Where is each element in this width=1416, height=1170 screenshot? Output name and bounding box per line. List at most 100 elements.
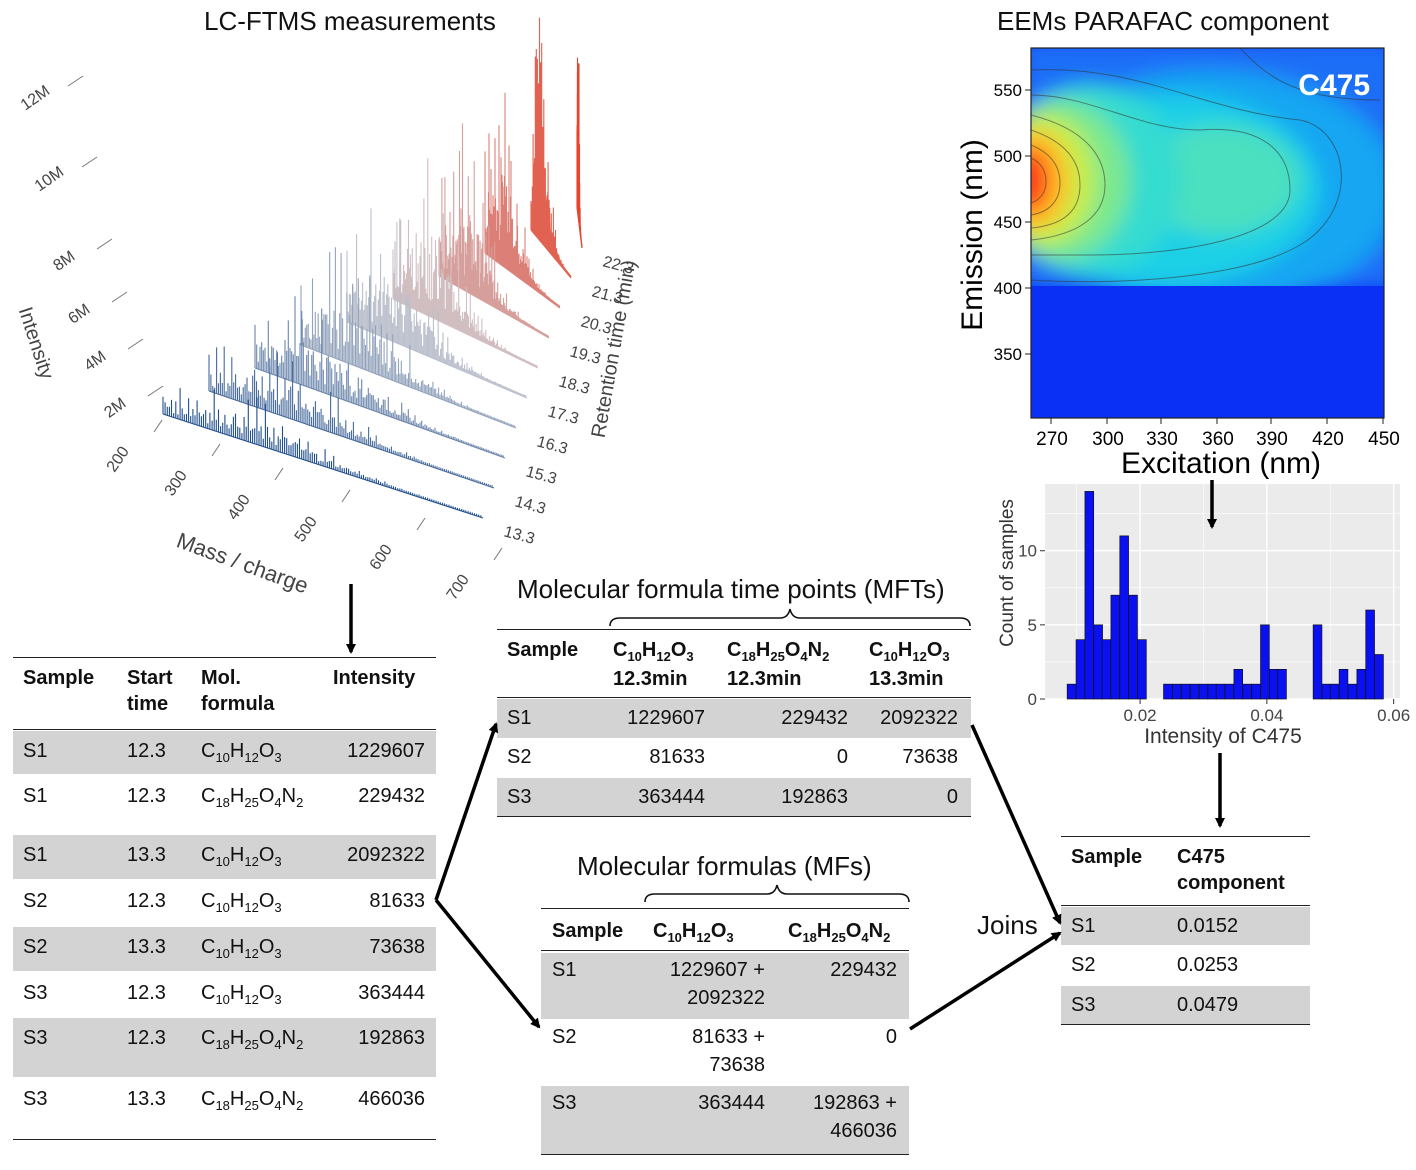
cell-formula: C18H25O4N2 bbox=[201, 1027, 304, 1052]
rt-tick-label: 18.3 bbox=[557, 373, 592, 398]
eem-x-tick: 270 bbox=[1036, 429, 1068, 450]
eem-ylabel: Emission (nm) bbox=[956, 139, 989, 331]
cell-intensity: 466036 bbox=[358, 1088, 425, 1110]
cell-formula: C10H12O3 bbox=[201, 936, 282, 961]
spectrum-trace bbox=[208, 346, 495, 489]
mft-header-time: 12.3min bbox=[613, 668, 688, 690]
cell-value: 192863 bbox=[781, 786, 848, 808]
mft-header-sample: Sample bbox=[507, 639, 579, 661]
mf-header-sample: Sample bbox=[552, 920, 624, 942]
cell-intensity: 363444 bbox=[358, 982, 425, 1004]
eem-x-tick: 300 bbox=[1092, 429, 1124, 450]
table-row-bg bbox=[497, 699, 971, 738]
mf-title: Molecular formulas (MFs) bbox=[577, 851, 872, 881]
arrow-mf-join bbox=[909, 931, 1062, 1031]
spectrum-trace bbox=[254, 296, 506, 459]
rt-tick-label: 16.3 bbox=[535, 433, 570, 458]
cell-sample: S1 bbox=[23, 844, 48, 866]
c475-table: Sample C475 component S1 0.0152 S2 0.0253 S3… bbox=[1061, 836, 1310, 1028]
eem-title: EEMs PARAFAC component bbox=[997, 6, 1329, 36]
spectra-group bbox=[162, 17, 583, 519]
spectrum-trace bbox=[576, 57, 583, 249]
cell-start-time: 12.3 bbox=[127, 785, 166, 807]
eem-x-tick: 390 bbox=[1256, 429, 1288, 450]
rt-tick-label: 13.3 bbox=[502, 523, 537, 548]
cell-value: 2092322 bbox=[880, 707, 958, 729]
hist-bar bbox=[1119, 535, 1129, 700]
hist-bar bbox=[1101, 639, 1112, 700]
intensity-tick-label: 2M bbox=[101, 395, 129, 422]
rt-tick-label: 17.3 bbox=[546, 403, 581, 428]
hist-x-tick: 0.02 bbox=[1124, 706, 1157, 725]
table-row-bg bbox=[13, 927, 436, 971]
hist-y-tick: 5 bbox=[1028, 616, 1037, 635]
rt-tick-label: 19.3 bbox=[568, 343, 603, 368]
table-row-bg bbox=[13, 835, 436, 879]
hist-y-tick: 10 bbox=[1018, 542, 1037, 561]
joins-label: Joins bbox=[977, 910, 1038, 940]
hist-x-tick: 0.06 bbox=[1377, 706, 1410, 725]
mf-header-formula: C10H12O3 bbox=[653, 920, 734, 945]
eem-y-tick: 550 bbox=[994, 81, 1022, 100]
intensity-tick-label: 6M bbox=[65, 301, 93, 328]
hist-bar bbox=[1312, 624, 1323, 700]
mz-tick-label: 400 bbox=[225, 492, 254, 524]
hist-bar bbox=[1277, 668, 1287, 700]
arrow-mft-join bbox=[970, 724, 1062, 925]
cell-formula: C10H12O3 bbox=[201, 844, 282, 869]
hist-xlabel: Intensity of C475 bbox=[1144, 725, 1302, 748]
eem-y-tick: 400 bbox=[994, 279, 1022, 298]
cell-intensity: 73638 bbox=[369, 936, 425, 958]
intensity-axis-label: Intensity bbox=[14, 304, 58, 382]
eem-plot: C475 270 300 330 360 390 420 450 350 400 450 500 55… bbox=[956, 47, 1400, 480]
mft-header-time: 12.3min bbox=[727, 668, 802, 690]
mft-header-formula: C10H12O3 bbox=[613, 639, 694, 664]
hist-bar bbox=[1172, 683, 1182, 700]
c475-header-sample: Sample bbox=[1071, 846, 1143, 868]
hist-bar bbox=[1066, 683, 1077, 700]
col-header-mol-formula: Mol. formula bbox=[201, 667, 275, 715]
hist-bar bbox=[1084, 491, 1095, 700]
arrow-to-mf bbox=[434, 898, 541, 1029]
cell-intensity: 2092322 bbox=[347, 844, 425, 866]
table-row-bg bbox=[1061, 986, 1310, 1024]
hist-bar bbox=[1075, 639, 1086, 700]
eem-x-tick: 360 bbox=[1202, 429, 1234, 450]
long-table: Sample Start time Mol. formula Intensity… bbox=[13, 657, 436, 1142]
hist-bar bbox=[1365, 609, 1375, 700]
cell-sample: S2 bbox=[1071, 954, 1096, 976]
hist-bar bbox=[1338, 668, 1349, 700]
hist-bar bbox=[1110, 594, 1121, 700]
eem-y-tick: 500 bbox=[994, 147, 1022, 166]
hist-bar bbox=[1321, 683, 1332, 700]
hist-bar bbox=[1198, 683, 1209, 700]
c475-header-component: C475 component bbox=[1177, 846, 1285, 894]
cell-start-time: 13.3 bbox=[127, 844, 166, 866]
cell-value: 466036 bbox=[830, 1120, 897, 1142]
cell-intensity: 192863 bbox=[358, 1027, 425, 1049]
mft-title: Molecular formula time points (MFTs) bbox=[517, 574, 945, 604]
eem-x-tick: 420 bbox=[1312, 429, 1344, 450]
table-row-bg bbox=[541, 953, 909, 1019]
cell-formula: C10H12O3 bbox=[201, 982, 282, 1007]
table-row-bg bbox=[1061, 907, 1310, 945]
col-header-intensity: Intensity bbox=[333, 667, 416, 689]
cell-formula: C18H25O4N2 bbox=[201, 785, 304, 810]
hist-bar bbox=[1329, 683, 1340, 700]
cell-value: 73638 bbox=[902, 746, 958, 768]
spectrum-trace bbox=[162, 388, 484, 519]
rt-tick-label: 14.3 bbox=[513, 493, 548, 518]
lcftms-title: LC-FTMS measurements bbox=[204, 6, 496, 36]
cell-value: 81633 bbox=[649, 746, 705, 768]
hist-ylabel: Count of samples bbox=[997, 499, 1018, 647]
hist-x-tick: 0.04 bbox=[1250, 706, 1283, 725]
cell-start-time: 13.3 bbox=[127, 1088, 166, 1110]
mft-header-time: 13.3min bbox=[869, 668, 944, 690]
cell-sample: S3 bbox=[23, 1027, 48, 1049]
cell-sample: S3 bbox=[1071, 994, 1096, 1016]
cell-value: 363444 bbox=[698, 1092, 765, 1114]
cell-start-time: 12.3 bbox=[127, 1027, 166, 1049]
cell-intensity: 1229607 bbox=[347, 740, 425, 762]
hist-bar bbox=[1093, 624, 1103, 700]
cell-sample: S3 bbox=[23, 982, 48, 1004]
